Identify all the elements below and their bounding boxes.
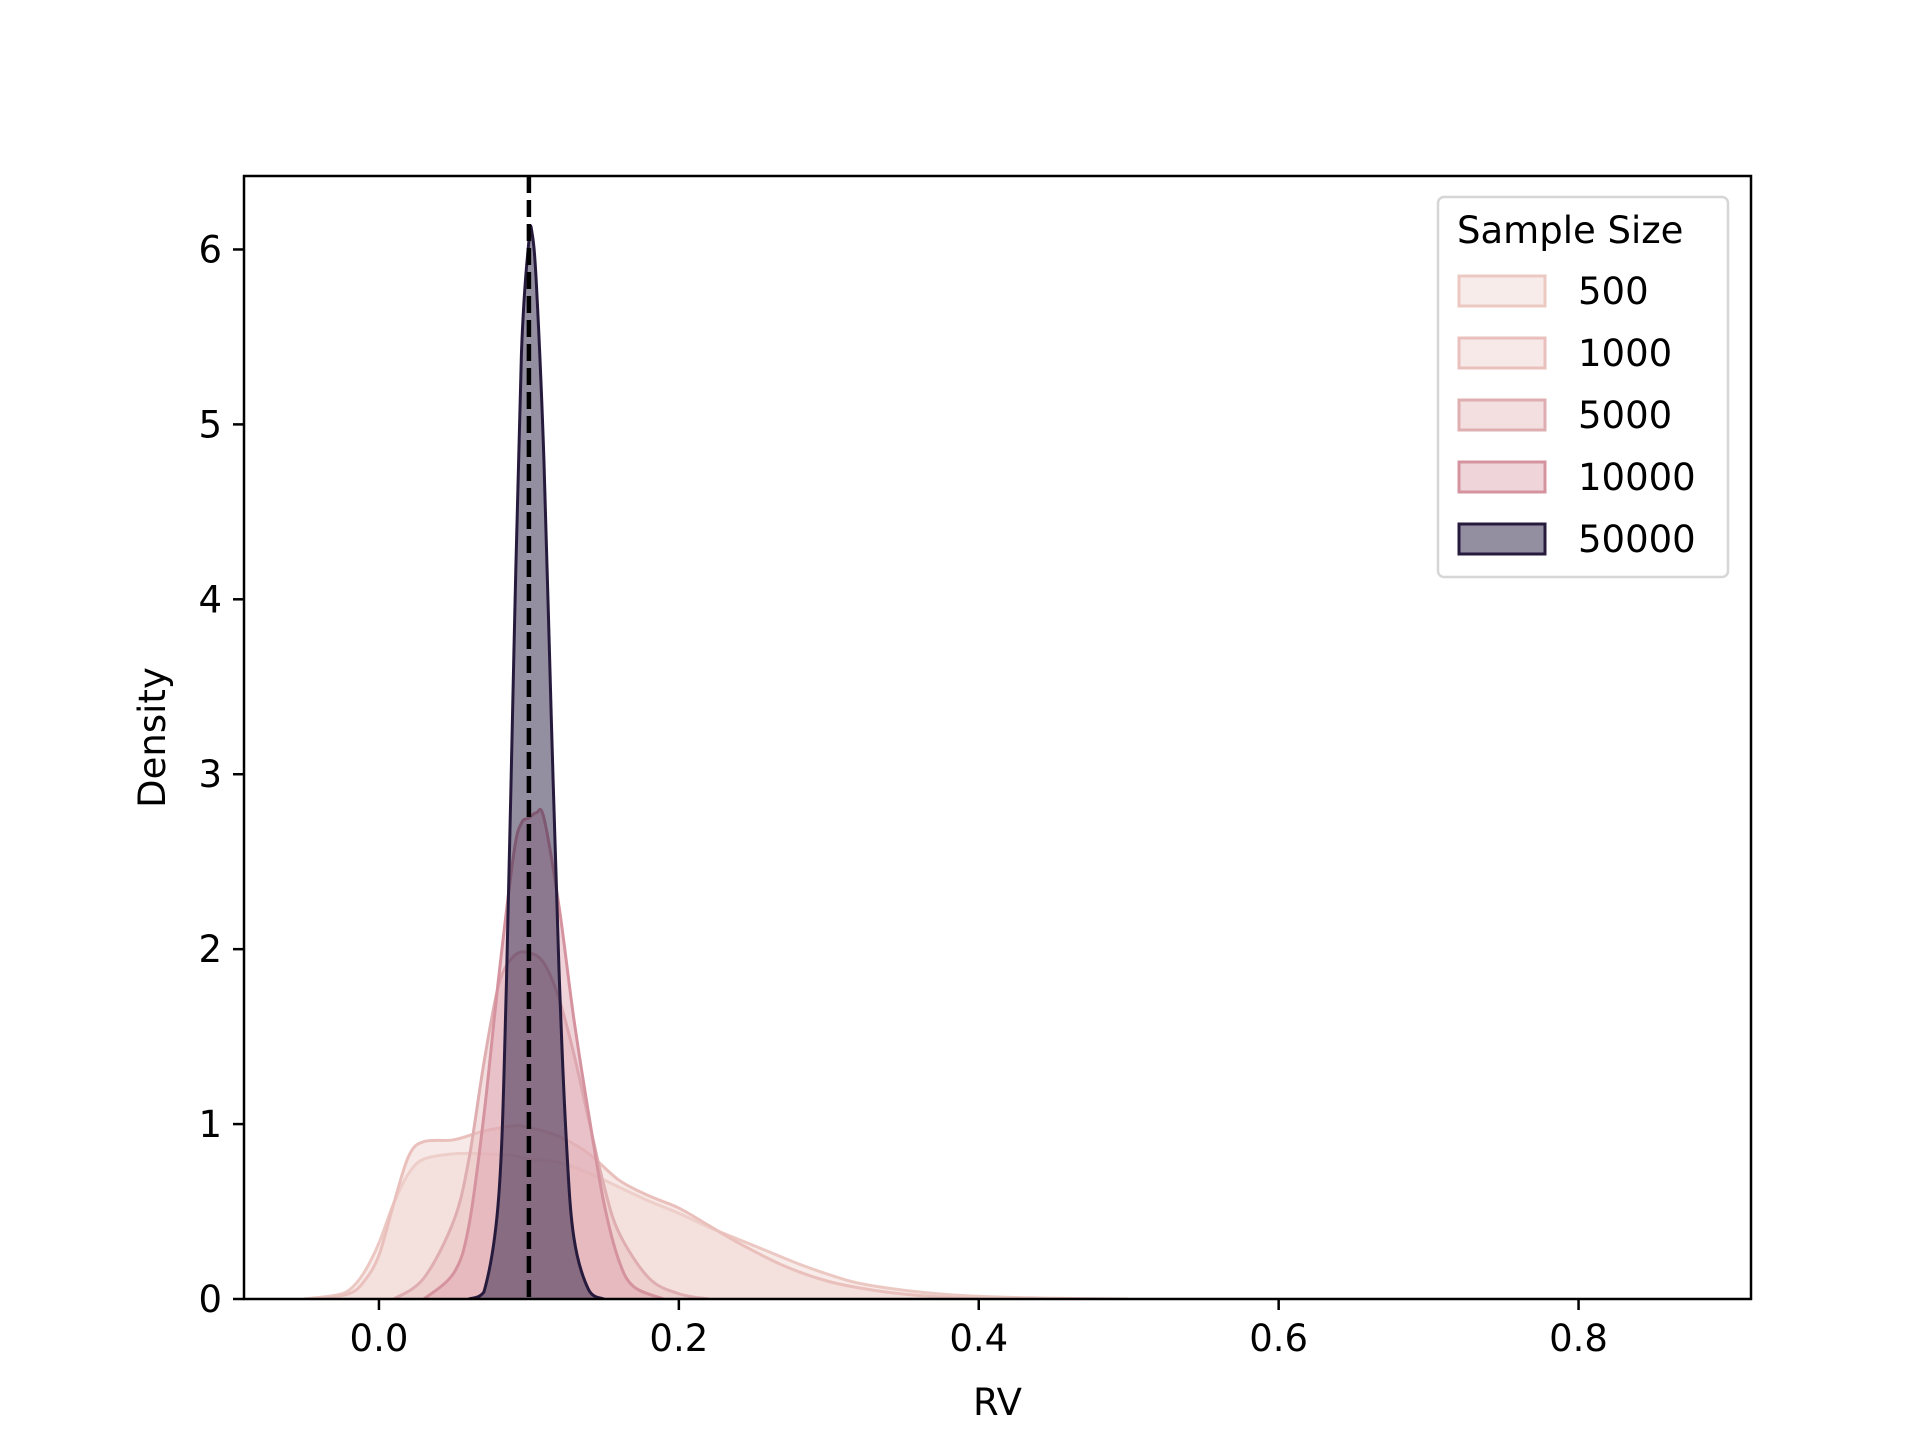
legend-swatch-500 bbox=[1457, 274, 1547, 308]
legend-swatch-5000 bbox=[1457, 398, 1547, 432]
y-axis-ticks: 0 1 2 3 4 5 6 bbox=[198, 228, 244, 1321]
density-areas bbox=[303, 224, 1129, 1299]
y-tick-label: 4 bbox=[198, 578, 222, 621]
legend-swatch-50000 bbox=[1457, 522, 1547, 556]
x-tick-label: 0.0 bbox=[350, 1317, 409, 1360]
density-area-1000 bbox=[318, 1125, 979, 1299]
y-tick-label: 3 bbox=[198, 753, 222, 796]
legend-swatch-10000 bbox=[1457, 460, 1547, 494]
y-tick-label: 0 bbox=[198, 1278, 222, 1321]
y-tick-label: 5 bbox=[198, 403, 222, 446]
x-tick-label: 0.8 bbox=[1549, 1317, 1608, 1360]
x-tick-label: 0.2 bbox=[649, 1317, 708, 1360]
legend: Sample Size 500 1000 5000 10000 50000 bbox=[1436, 195, 1730, 579]
y-tick-label: 1 bbox=[198, 1103, 222, 1146]
legend-title: Sample Size bbox=[1457, 209, 1683, 252]
legend-label-500: 500 bbox=[1578, 270, 1649, 313]
legend-label-1000: 1000 bbox=[1578, 332, 1672, 375]
legend-label-10000: 10000 bbox=[1578, 456, 1696, 499]
y-tick-label: 2 bbox=[198, 928, 222, 971]
x-axis-ticks: 0.0 0.2 0.4 0.6 0.8 bbox=[350, 1299, 1608, 1360]
plot-frame bbox=[242, 174, 1753, 1301]
y-tick-label: 6 bbox=[198, 228, 222, 271]
density-area-50000 bbox=[468, 225, 604, 1299]
x-axis-label: RV bbox=[973, 1381, 1022, 1424]
x-tick-label: 0.4 bbox=[949, 1317, 1008, 1360]
density-line-50000 bbox=[468, 224, 605, 1299]
legend-swatch-1000 bbox=[1457, 336, 1547, 370]
legend-label-50000: 50000 bbox=[1578, 518, 1696, 561]
y-axis-label: Density bbox=[131, 667, 174, 808]
legend-items: 500 1000 5000 10000 50000 bbox=[1457, 270, 1696, 561]
legend-label-5000: 5000 bbox=[1578, 394, 1672, 437]
x-tick-label: 0.6 bbox=[1249, 1317, 1308, 1360]
